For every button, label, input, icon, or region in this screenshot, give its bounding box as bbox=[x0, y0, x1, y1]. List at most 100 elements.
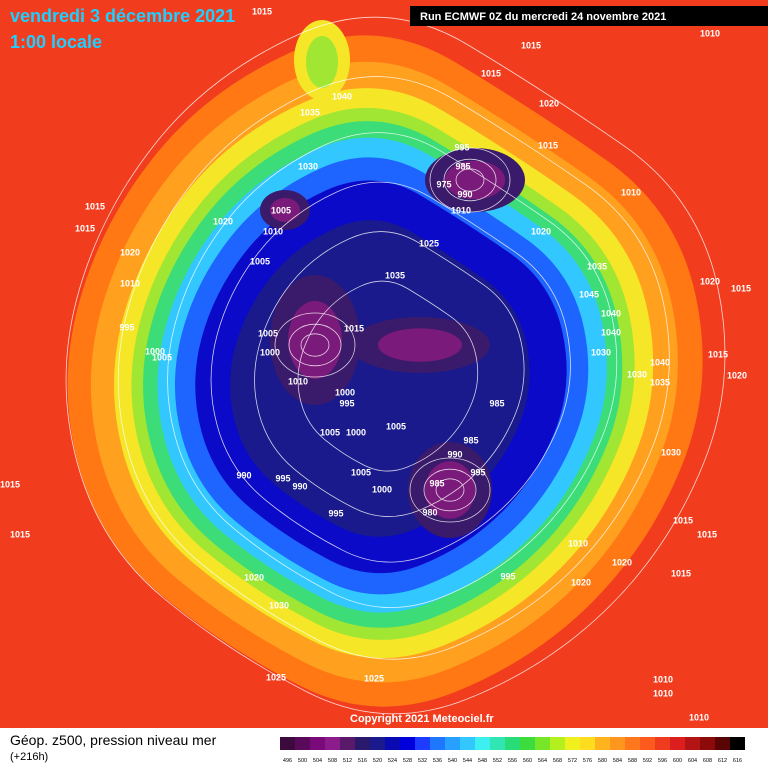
legend-swatch bbox=[445, 737, 460, 750]
isobar-label: 1040 bbox=[332, 91, 352, 101]
legend-label: 600 bbox=[673, 758, 682, 764]
isobar-label: 1010 bbox=[568, 538, 588, 548]
isobar bbox=[254, 231, 525, 517]
isobar-label: 1010 bbox=[653, 688, 673, 698]
legend-swatch bbox=[385, 737, 400, 750]
isobar-label: 1015 bbox=[731, 283, 751, 293]
isobar-label: 1015 bbox=[75, 223, 95, 233]
legend-swatch bbox=[685, 737, 700, 750]
isobar bbox=[423, 468, 477, 512]
isobar-label: 1015 bbox=[85, 201, 105, 211]
isobar-label: 1030 bbox=[298, 161, 318, 171]
legend-label: 572 bbox=[568, 758, 577, 764]
legend-swatch bbox=[400, 737, 415, 750]
legend-label: 576 bbox=[583, 758, 592, 764]
isobar-label: 1010 bbox=[653, 674, 673, 684]
isobar-label: 1015 bbox=[344, 323, 364, 333]
legend-swatch bbox=[325, 737, 340, 750]
legend-label: 552 bbox=[493, 758, 502, 764]
isobar bbox=[117, 76, 670, 660]
isobar-label: 1045 bbox=[579, 289, 599, 299]
isobar-label: 1015 bbox=[0, 479, 20, 489]
field-bump bbox=[306, 36, 338, 88]
isobar-label: 1005 bbox=[320, 427, 340, 437]
isobar-label: 1015 bbox=[671, 568, 691, 578]
isobar bbox=[288, 323, 342, 367]
isobar-label: 975 bbox=[436, 179, 451, 189]
legend-label: 532 bbox=[418, 758, 427, 764]
isobar-label: 1015 bbox=[481, 68, 501, 78]
isobar-label: 1000 bbox=[372, 484, 392, 494]
isobar-label: 1015 bbox=[697, 529, 717, 539]
isobar-label: 1030 bbox=[627, 369, 647, 379]
legend-label: 544 bbox=[463, 758, 472, 764]
legend-label: 556 bbox=[508, 758, 517, 764]
isobar-label: 985 bbox=[489, 398, 504, 408]
legend-swatch bbox=[730, 737, 745, 750]
isobar-label: 990 bbox=[236, 470, 251, 480]
isobar-label: 1010 bbox=[700, 28, 720, 38]
legend-swatch bbox=[655, 737, 670, 750]
isobar-label: 990 bbox=[457, 189, 472, 199]
isobar bbox=[167, 132, 618, 609]
isobar-label: 1010 bbox=[263, 226, 283, 236]
legend-label: 608 bbox=[703, 758, 712, 764]
legend-label: 580 bbox=[598, 758, 607, 764]
legend-label: 508 bbox=[328, 758, 337, 764]
legend-label: 536 bbox=[433, 758, 442, 764]
legend-swatch bbox=[295, 737, 310, 750]
isobar-label: 1020 bbox=[612, 557, 632, 567]
low-core bbox=[270, 198, 300, 222]
isobar-label: 985 bbox=[455, 161, 470, 171]
isobar-label: 995 bbox=[328, 508, 343, 518]
isobar-label: 980 bbox=[422, 507, 437, 517]
legend-label: 596 bbox=[658, 758, 667, 764]
date-title: vendredi 3 décembre 2021 bbox=[10, 6, 235, 26]
time-title: 1:00 locale bbox=[10, 32, 102, 52]
legend-swatch bbox=[280, 737, 295, 750]
isobar-label: 1030 bbox=[661, 447, 681, 457]
isobar-label: 1025 bbox=[419, 238, 439, 248]
isobar-label: 1035 bbox=[650, 377, 670, 387]
isobar-label: 1020 bbox=[531, 226, 551, 236]
isobar-label: 1005 bbox=[351, 467, 371, 477]
isobar-label: 1040 bbox=[650, 357, 670, 367]
isobar-label: 995 bbox=[339, 398, 354, 408]
legend-label: 500 bbox=[298, 758, 307, 764]
isobar-label: 1000 bbox=[335, 387, 355, 397]
legend-label: 564 bbox=[538, 758, 547, 764]
legend-swatch bbox=[460, 737, 475, 750]
legend-label: 524 bbox=[388, 758, 397, 764]
legend-swatch bbox=[700, 737, 715, 750]
isobar bbox=[297, 280, 479, 472]
legend-swatch bbox=[490, 737, 505, 750]
legend-label: 516 bbox=[358, 758, 367, 764]
isobar-label: 1005 bbox=[152, 352, 172, 362]
isobar-label: 1005 bbox=[258, 328, 278, 338]
legend-label: 612 bbox=[718, 758, 727, 764]
legend-swatch bbox=[625, 737, 640, 750]
footer-lead: (+216h) bbox=[10, 751, 48, 763]
legend-label: 584 bbox=[613, 758, 622, 764]
isobar-label: 1010 bbox=[621, 187, 641, 197]
isobar-label: 995 bbox=[454, 142, 469, 152]
isobar-label: 995 bbox=[470, 467, 485, 477]
legend-label: 604 bbox=[688, 758, 697, 764]
isobar-label: 1000 bbox=[346, 427, 366, 437]
isobar-label: 1015 bbox=[521, 40, 541, 50]
isobar-label: 1020 bbox=[727, 370, 747, 380]
isobar-label: 990 bbox=[292, 481, 307, 491]
isobar-label: 995 bbox=[500, 571, 515, 581]
isobar-label: 1005 bbox=[250, 256, 270, 266]
isobar bbox=[409, 457, 491, 523]
low-core bbox=[445, 160, 505, 200]
low-core bbox=[378, 328, 462, 362]
isobar-label: 1010 bbox=[120, 278, 140, 288]
isobar-label: 985 bbox=[429, 478, 444, 488]
legend-label: 496 bbox=[283, 758, 292, 764]
legend-swatch bbox=[595, 737, 610, 750]
legend-swatch bbox=[430, 737, 445, 750]
isobar-label: 995 bbox=[275, 473, 290, 483]
isobar-label: 1040 bbox=[601, 308, 621, 318]
legend-label: 568 bbox=[553, 758, 562, 764]
